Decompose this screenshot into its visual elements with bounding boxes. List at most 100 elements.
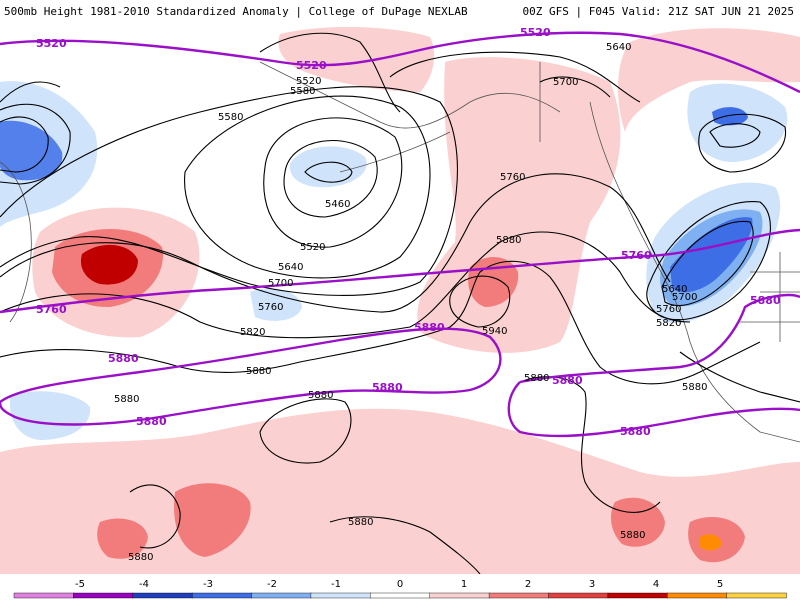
- colorbar-tick-label: 0: [397, 579, 403, 590]
- colorbar-tick-label: 1: [461, 579, 467, 590]
- colorbar: -5 -4 -3 -2 -1 0 1 2 3 4 5: [0, 574, 800, 600]
- colorbar-tick-label: -4: [139, 579, 149, 590]
- contour-ne-low: [698, 113, 787, 173]
- contour-label: 5820: [240, 327, 265, 338]
- colorbar-swatch: [310, 592, 372, 599]
- neg-anomaly-small: [250, 288, 302, 321]
- pos-anomaly-south-mid-right: [610, 497, 665, 547]
- pos-anomaly-north: [278, 26, 435, 92]
- contour-top: [259, 32, 401, 113]
- contour-label: 5880: [620, 530, 645, 541]
- colorbar-swatch: [73, 592, 134, 599]
- colorbar-swatch: [548, 592, 609, 599]
- colorbar-tick-label: 5: [717, 579, 723, 590]
- purple-label: 5880: [620, 425, 651, 438]
- purple-label: 5760: [621, 249, 652, 262]
- neg-anomaly-ne-core: [712, 107, 748, 126]
- positive-anomaly-shading: [0, 26, 800, 574]
- purple-label: 5880: [108, 352, 139, 365]
- contour-w-low2: [0, 103, 71, 185]
- contour-5880-s2: [129, 484, 181, 549]
- contour-label: 5580: [290, 86, 315, 97]
- contour-5580-low: [263, 117, 403, 248]
- colorbar-swatch: [191, 592, 253, 599]
- contour-label: 5760: [258, 302, 283, 313]
- model-run-info: 00Z GFS | F045 Valid: 21Z SAT JUN 21 202…: [522, 5, 794, 18]
- colorbar-tick-label: -1: [331, 579, 341, 590]
- pos-anomaly-nw-top: [618, 28, 800, 132]
- contour-label: 5460: [325, 199, 350, 210]
- contour-label: 5880: [308, 390, 333, 401]
- contour-label: 5880: [524, 373, 549, 384]
- contour-5940: [449, 275, 511, 328]
- colorbar-swatch: [132, 592, 193, 599]
- contour-label: 5880: [496, 235, 521, 246]
- colorbar-swatch: [667, 592, 728, 599]
- contour-label: 5580: [218, 112, 243, 123]
- contour-label: 5880: [114, 394, 139, 405]
- contour-label: 5520: [296, 76, 321, 87]
- colorbar-tick-label: 2: [525, 579, 531, 590]
- purple-label: 5880: [750, 294, 781, 307]
- neg-anomaly-west-core: [0, 120, 63, 181]
- purple-5880: [0, 327, 502, 426]
- purple-label: 5880: [414, 321, 445, 334]
- contour-label: 5820: [656, 318, 681, 329]
- colorbar-tick-label: -2: [267, 579, 277, 590]
- purple-5760: [0, 228, 800, 314]
- contour-5640: [184, 95, 431, 279]
- contour-label: 5700: [553, 77, 578, 88]
- black-labels: 5520 5580 5580 5460 5520 5640 5700 5760 …: [114, 42, 707, 563]
- contour-5820: [0, 231, 691, 339]
- contour-label: 5640: [662, 284, 687, 295]
- contour-5460: [304, 161, 353, 183]
- colorbar-tick-label: -5: [75, 579, 85, 590]
- contour-5760: [0, 173, 671, 313]
- colorbar-swatch: [13, 592, 75, 599]
- pos-anomaly-south-mid-left2: [97, 518, 148, 559]
- purple-5880-east: [507, 293, 800, 438]
- purple-label: 5880: [136, 415, 167, 428]
- colorbar-swatch: [429, 592, 490, 599]
- purple-labels: 5520 5520 5520 5760 5760 5880 5880 5880 …: [36, 26, 781, 438]
- contour-top2: [389, 51, 641, 103]
- contour-label: 5880: [246, 366, 271, 377]
- contour-coast-low: [646, 200, 771, 321]
- purple-5520: [0, 31, 800, 94]
- purple-label: 5760: [36, 303, 67, 316]
- contour-label: 5940: [482, 326, 507, 337]
- anomaly-map[interactable]: 5520 5580 5580 5460 5520 5640 5700 5760 …: [0, 22, 800, 574]
- colorbar-svg: -5 -4 -3 -2 -1 0 1 2 3 4 5: [13, 579, 787, 599]
- contour-label: 5880: [682, 382, 707, 393]
- contour-5880-mid: [259, 398, 352, 464]
- neg-anomaly-coast-core: [670, 217, 753, 293]
- contour-label: 5700: [672, 292, 697, 303]
- colorbar-swatch: [370, 592, 431, 599]
- purple-label: 5520: [36, 37, 67, 50]
- map-canvas: 5520 5580 5580 5460 5520 5640 5700 5760 …: [0, 26, 800, 574]
- map-title: 500mb Height 1981-2010 Standardized Anom…: [4, 5, 468, 18]
- contour-far-sw: [0, 81, 61, 103]
- contour-label: 5520: [300, 242, 325, 253]
- colorbar-swatch: [251, 592, 312, 599]
- colorbar-tick-label: 3: [589, 579, 595, 590]
- colorbar-swatch: [488, 592, 550, 599]
- height-contours: [0, 32, 800, 574]
- contour-w-low: [0, 116, 49, 173]
- header: 500mb Height 1981-2010 Standardized Anom…: [0, 0, 800, 22]
- contour-top3: [539, 76, 611, 98]
- contour-coast-low2: [661, 220, 754, 306]
- contour-5880-west: [0, 260, 761, 385]
- contour-5880-s1: [329, 516, 481, 574]
- contour-label: 5640: [606, 42, 631, 53]
- purple-label: 5520: [296, 59, 327, 72]
- pos-anomaly-south-mid-left: [174, 483, 251, 557]
- contour-label: 5880: [348, 517, 373, 528]
- colorbar-swatch: [726, 592, 787, 599]
- colorbar-tick-label: 4: [653, 579, 659, 590]
- contour-5700: [0, 86, 458, 296]
- neg-anomaly-low: [289, 146, 367, 188]
- pos-anomaly-alaska: [417, 57, 621, 353]
- contour-5880-se: [519, 376, 661, 513]
- contour-label: 5760: [500, 172, 525, 183]
